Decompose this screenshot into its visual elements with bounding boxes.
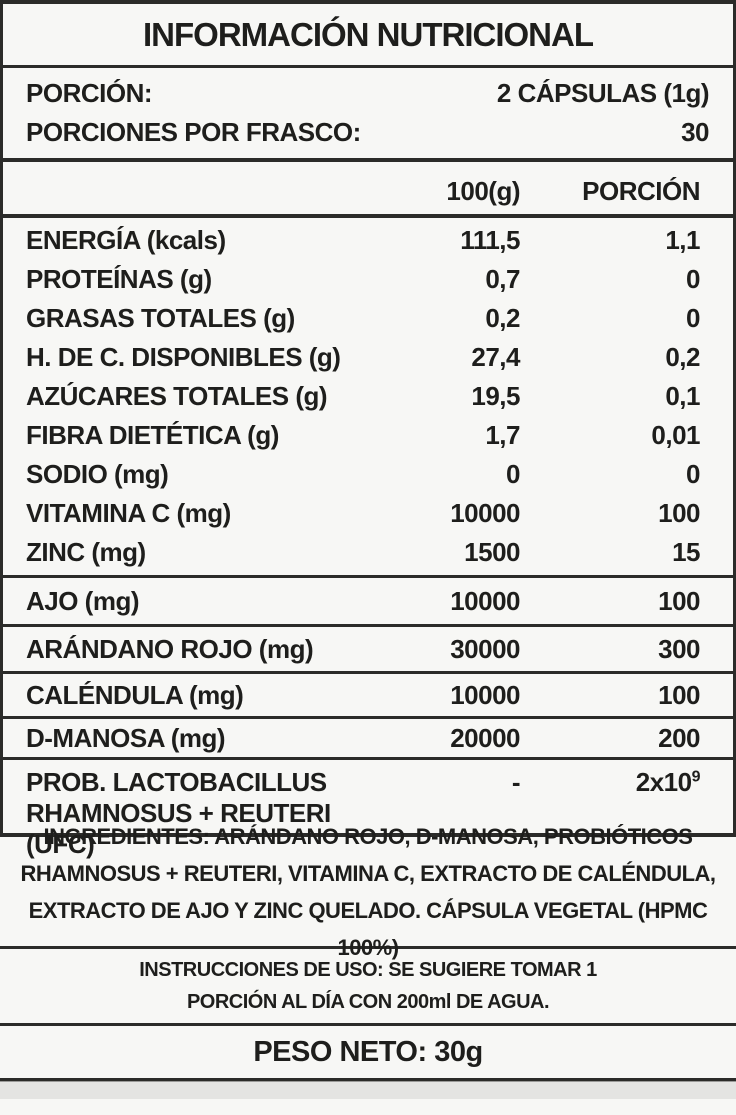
- nutrient-per-100g: 1,7: [485, 420, 520, 450]
- instructions-text: INSTRUCCIONES DE USO: SE SUGIERE TOMAR 1…: [139, 959, 597, 1013]
- nutrient-name: ZINC (mg): [26, 537, 146, 567]
- probiotic-name-line2: RHAMNOSUS + REUTERI (UFC): [26, 798, 331, 859]
- nutrient-per-100g: 27,4: [471, 342, 520, 372]
- ingredients-section: INGREDIENTES: ARÁNDANO ROJO, D-MANOSA, P…: [0, 824, 736, 960]
- nutrient-name: VITAMINA C (mg): [26, 498, 231, 528]
- servings-per-container-row: PORCIONES POR FRASCO: 30: [26, 113, 709, 152]
- nutrient-per-100g: 10000: [450, 498, 520, 528]
- nutrient-row-zinc: ZINC (mg) 1500 15: [3, 533, 733, 572]
- nutrient-row-carbohidratos: H. DE C. DISPONIBLES (g) 27,4 0,2: [3, 338, 733, 377]
- servings-per-container-label: PORCIONES POR FRASCO:: [26, 117, 361, 147]
- title-row: INFORMACIÓN NUTRICIONAL: [3, 4, 733, 68]
- nutrient-per-portion: 0: [686, 459, 700, 489]
- active-row-d-manosa: D-MANOSA (mg) 20000 200: [3, 719, 733, 760]
- nutrient-per-portion: 0,01: [651, 420, 700, 450]
- column-headers: 100(g) PORCIÓN: [3, 162, 733, 218]
- nutrient-row-proteinas: PROTEÍNAS (g) 0,7 0: [3, 260, 733, 299]
- portion-label: PORCIÓN:: [26, 78, 153, 108]
- active-name: AJO (mg): [26, 585, 140, 616]
- serving-info: PORCIÓN: 2 CÁPSULAS (1g) PORCIONES POR F…: [3, 68, 733, 162]
- nutrient-per-100g: 0: [506, 459, 520, 489]
- nutrient-per-100g: 19,5: [471, 381, 520, 411]
- nutrient-name: AZÚCARES TOTALES (g): [26, 381, 328, 411]
- nutrient-per-100g: 1500: [464, 537, 520, 567]
- active-name: D-MANOSA (mg): [26, 722, 226, 753]
- nutrient-per-portion: 0,2: [665, 342, 700, 372]
- portion-row: PORCIÓN: 2 CÁPSULAS (1g): [26, 74, 710, 113]
- active-row-probiotic: PROB. LACTOBACILLUS RHAMNOSUS + REUTERI …: [3, 760, 733, 859]
- net-weight-section: PESO NETO: 30g: [0, 1026, 736, 1081]
- column-header-100g: 100(g): [446, 175, 520, 206]
- nutrient-per-portion: 15: [672, 537, 700, 567]
- nutrient-row-sodio: SODIO (mg) 0 0: [3, 455, 733, 494]
- nutrient-name: PROTEÍNAS (g): [26, 264, 212, 294]
- nutrient-per-portion: 0,1: [665, 381, 700, 411]
- ingredients-text: INGREDIENTES: ARÁNDANO ROJO, D-MANOSA, P…: [20, 823, 716, 960]
- footer-strip: [0, 1081, 736, 1099]
- probiotic-portion-exponent: 9: [691, 768, 701, 786]
- active-name: ARÁNDANO ROJO (mg): [26, 633, 314, 664]
- nutrient-per-portion: 0: [686, 264, 700, 294]
- nutrient-name: ENERGÍA (kcals): [26, 225, 226, 255]
- nutrient-row-energia: ENERGÍA (kcals) 111,5 1,1: [3, 221, 733, 260]
- servings-per-container-value: 30: [681, 117, 709, 147]
- nutrient-per-100g: 111,5: [460, 225, 520, 255]
- nutrient-name: H. DE C. DISPONIBLES (g): [26, 342, 341, 372]
- probiotic-per-100g: -: [511, 767, 521, 797]
- active-per-100g: 10000: [450, 585, 520, 616]
- nutrient-per-portion: 1,1: [665, 225, 700, 255]
- active-name: CALÉNDULA (mg): [26, 679, 244, 710]
- active-per-100g: 30000: [450, 633, 520, 664]
- nutrient-name: GRASAS TOTALES (g): [26, 303, 295, 333]
- net-weight-text: PESO NETO: 30g: [253, 1035, 483, 1068]
- active-per-100g: 10000: [450, 679, 520, 710]
- active-per-100g: 20000: [450, 722, 520, 753]
- nutrients-section: ENERGÍA (kcals) 111,5 1,1 PROTEÍNAS (g) …: [3, 218, 733, 578]
- active-row-arandano-rojo: ARÁNDANO ROJO (mg) 30000 300: [3, 627, 733, 674]
- nutrient-per-100g: 0,2: [485, 303, 520, 333]
- probiotic-portion-base: 2x10: [635, 767, 692, 797]
- nutrient-per-portion: 100: [658, 498, 700, 528]
- active-per-portion: 100: [658, 585, 700, 616]
- label-title: INFORMACIÓN NUTRICIONAL: [143, 15, 594, 53]
- nutrient-per-100g: 0,7: [485, 264, 520, 294]
- probiotic-per-portion: 2x109: [520, 767, 701, 798]
- active-per-portion: 200: [658, 722, 700, 753]
- column-header-porcion: PORCIÓN: [582, 175, 700, 206]
- active-row-ajo: AJO (mg) 10000 100: [3, 578, 733, 627]
- active-row-calendula: CALÉNDULA (mg) 10000 100: [3, 674, 733, 719]
- instructions-section: INSTRUCCIONES DE USO: SE SUGIERE TOMAR 1…: [0, 949, 736, 1026]
- nutrient-per-portion: 0: [686, 303, 700, 333]
- nutrient-row-azucares: AZÚCARES TOTALES (g) 19,5 0,1: [3, 377, 733, 416]
- probiotic-name-line1: PROB. LACTOBACILLUS: [26, 767, 327, 797]
- active-per-portion: 300: [658, 633, 700, 664]
- nutrient-name: SODIO (mg): [26, 459, 169, 489]
- probiotic-name: PROB. LACTOBACILLUS RHAMNOSUS + REUTERI …: [26, 767, 370, 860]
- portion-value: 2 CÁPSULAS (1g): [496, 78, 710, 108]
- nutrient-row-fibra: FIBRA DIETÉTICA (g) 1,7 0,01: [3, 416, 733, 455]
- nutrition-table: INFORMACIÓN NUTRICIONAL PORCIÓN: 2 CÁPSU…: [0, 0, 736, 859]
- nutrient-name: FIBRA DIETÉTICA (g): [26, 420, 279, 450]
- nutrient-row-grasas: GRASAS TOTALES (g) 0,2 0: [3, 299, 733, 338]
- nutrient-row-vitamina-c: VITAMINA C (mg) 10000 100: [3, 494, 733, 533]
- active-per-portion: 100: [658, 679, 700, 710]
